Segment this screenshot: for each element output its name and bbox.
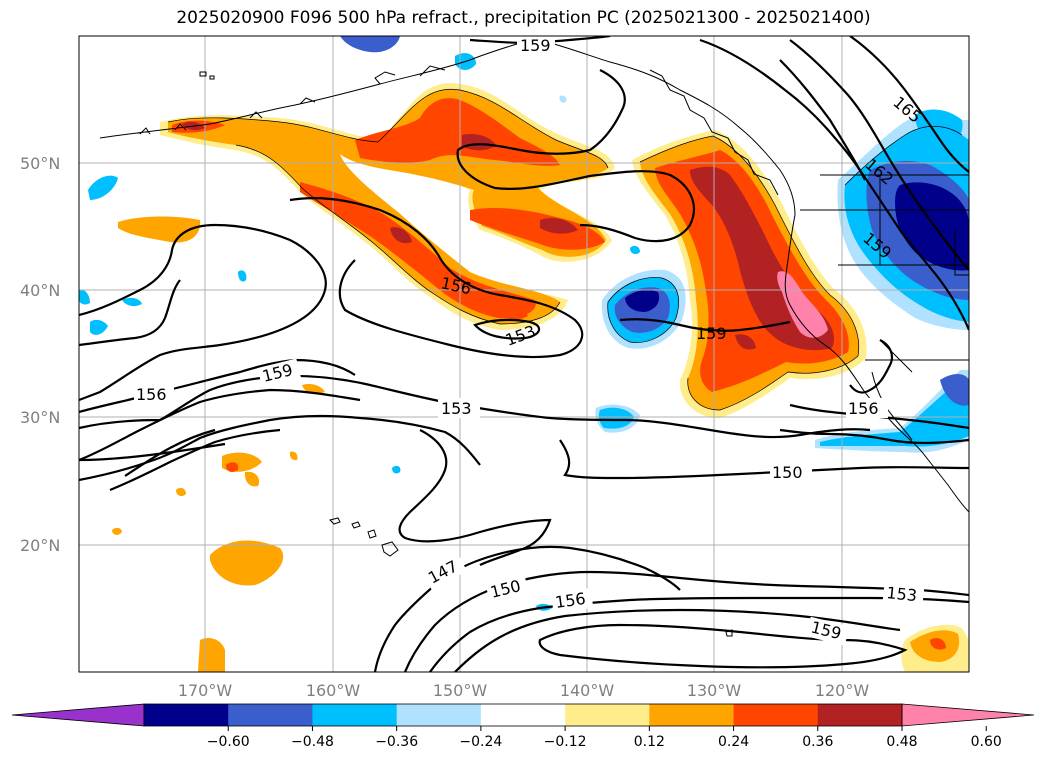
lat-label-50n: 50°N [20, 154, 60, 173]
contour-nested-west-1 [79, 388, 361, 462]
map-contents: 159 165 162 159 156 153 159 156 [79, 36, 969, 672]
lon-label-120w: 120°W [815, 681, 870, 700]
colorbar-tick-label: −0.12 [544, 734, 587, 750]
contour-loop-east [849, 339, 894, 394]
colorbar-segment [733, 704, 819, 726]
lon-label-130w: 130°W [687, 681, 742, 700]
us-west-coast [784, 214, 969, 513]
colorbar-segment [480, 704, 566, 726]
colorbar-extend-low [11, 703, 145, 727]
precip-contour-central [167, 88, 609, 169]
lat-label-20n: 20°N [20, 536, 60, 555]
contour-label-150-east: 150 [772, 463, 803, 482]
contour-162 [789, 39, 969, 271]
colorbar-tick-label: −0.36 [375, 734, 418, 750]
contour-156-southwest [79, 358, 356, 414]
contour-153-central [473, 318, 541, 340]
neg-baja-blue [940, 374, 969, 406]
lon-label-150w: 150°W [433, 681, 488, 700]
neg-small-blob-12 [392, 465, 401, 474]
colorbar: −0.60 −0.48 −0.36 −0.24 −0.12 0.12 0.24 0.36 0.4… [11, 703, 1035, 750]
neg-small-blob-3 [79, 289, 90, 305]
contour-label-153-south: 153 [886, 583, 918, 605]
contour-loop-north [456, 69, 695, 243]
lat-label-40n: 40°N [20, 281, 60, 300]
colorbar-segment [396, 704, 482, 726]
precip-contour-westcoast [639, 135, 860, 411]
hawaii-islands [329, 517, 399, 557]
contour-159-offshore [619, 318, 791, 332]
colorbar-segment [144, 704, 229, 726]
neg-offshore-navy [625, 290, 660, 312]
colorbar-tick-label: −0.60 [207, 734, 250, 750]
neg-cyan-north [915, 109, 963, 145]
contour-159-wide [79, 223, 327, 402]
small-island-2 [199, 71, 215, 80]
colorbar-tick-label: 0.12 [634, 734, 665, 750]
neg-small-blob-6 [598, 407, 634, 429]
longitude-labels: 170°W 160°W 150°W 140°W 130°W 120°W [178, 681, 870, 700]
lon-label-160w: 160°W [306, 681, 361, 700]
colorbar-segment [228, 704, 313, 726]
colorbar-segment [817, 704, 903, 726]
contour-label-156-south: 156 [554, 589, 587, 612]
lon-label-170w: 170°W [178, 681, 233, 700]
contour-label-159-offshore: 159 [696, 324, 727, 343]
neg-small-blob-8 [340, 36, 400, 53]
alaska-coast [99, 39, 531, 139]
precip-contour-offshore [607, 277, 679, 343]
contour-labels: 159 165 162 159 156 153 159 156 [134, 36, 925, 646]
contour-156-central [289, 196, 584, 359]
state-borders [820, 174, 969, 361]
contour-nested-west-4 [124, 428, 216, 477]
wc-pink-fill [777, 271, 828, 338]
map-title: 2025020900 F096 500 hPa refract., precip… [176, 8, 871, 28]
contour-153-south [429, 596, 969, 672]
neg-small-blob-4 [122, 297, 142, 307]
contour-165 [849, 36, 969, 173]
neg-small-blob-1 [88, 175, 118, 200]
contour-label-153-mid: 153 [441, 399, 472, 418]
neg-small-blob-2 [90, 319, 108, 335]
colorbar-extend-high [901, 703, 1035, 727]
neg-small-blob-13 [559, 95, 567, 103]
contour-159-east [779, 59, 866, 181]
contour-nested-west-3 [109, 428, 281, 492]
refractivity-contours [79, 36, 969, 672]
contour-label-159-north: 159 [520, 36, 551, 55]
contour-159-south [538, 623, 908, 669]
contour-coast-ridge [699, 38, 969, 331]
colorbar-tick-label: −0.48 [291, 734, 334, 750]
precip-red-fill [172, 98, 605, 319]
bc-islands [649, 69, 779, 196]
colorbar-tick-label: 0.36 [802, 734, 833, 750]
alaska-gulf-coast [539, 39, 796, 216]
precip-contour-interior [844, 126, 963, 186]
colorbar-segment [312, 704, 398, 726]
map-frame [78, 35, 970, 673]
contour-west-bulge [79, 279, 181, 347]
colorbar-segment [649, 704, 735, 726]
contour-147 [373, 545, 681, 672]
graticule [79, 36, 969, 672]
contour-156-south [454, 608, 901, 672]
colorbar-tick-label: 0.24 [718, 734, 749, 750]
contour-label-156-west: 156 [136, 385, 167, 404]
precip-contour-diagonal [235, 144, 561, 325]
contour-label-156-east: 156 [848, 399, 879, 418]
lat-label-30n: 30°N [20, 408, 60, 427]
precip-thin-contours [167, 88, 963, 411]
lon-label-140w: 140°W [560, 681, 615, 700]
colorbar-frame [143, 703, 903, 727]
latitude-labels: 50°N 40°N 30°N 20°N [20, 154, 60, 555]
colorbar-tick-label: 0.60 [971, 734, 1002, 750]
neg-small-blob-10 [630, 245, 640, 255]
precip-red-southeast [930, 637, 946, 650]
colorbar-tick-label: −0.24 [459, 734, 502, 750]
neg-baja-cyan [820, 378, 969, 447]
neg-small-blob-9 [238, 270, 247, 282]
colorbar-segment [565, 704, 650, 726]
colorbar-tick-label: 0.48 [886, 734, 917, 750]
